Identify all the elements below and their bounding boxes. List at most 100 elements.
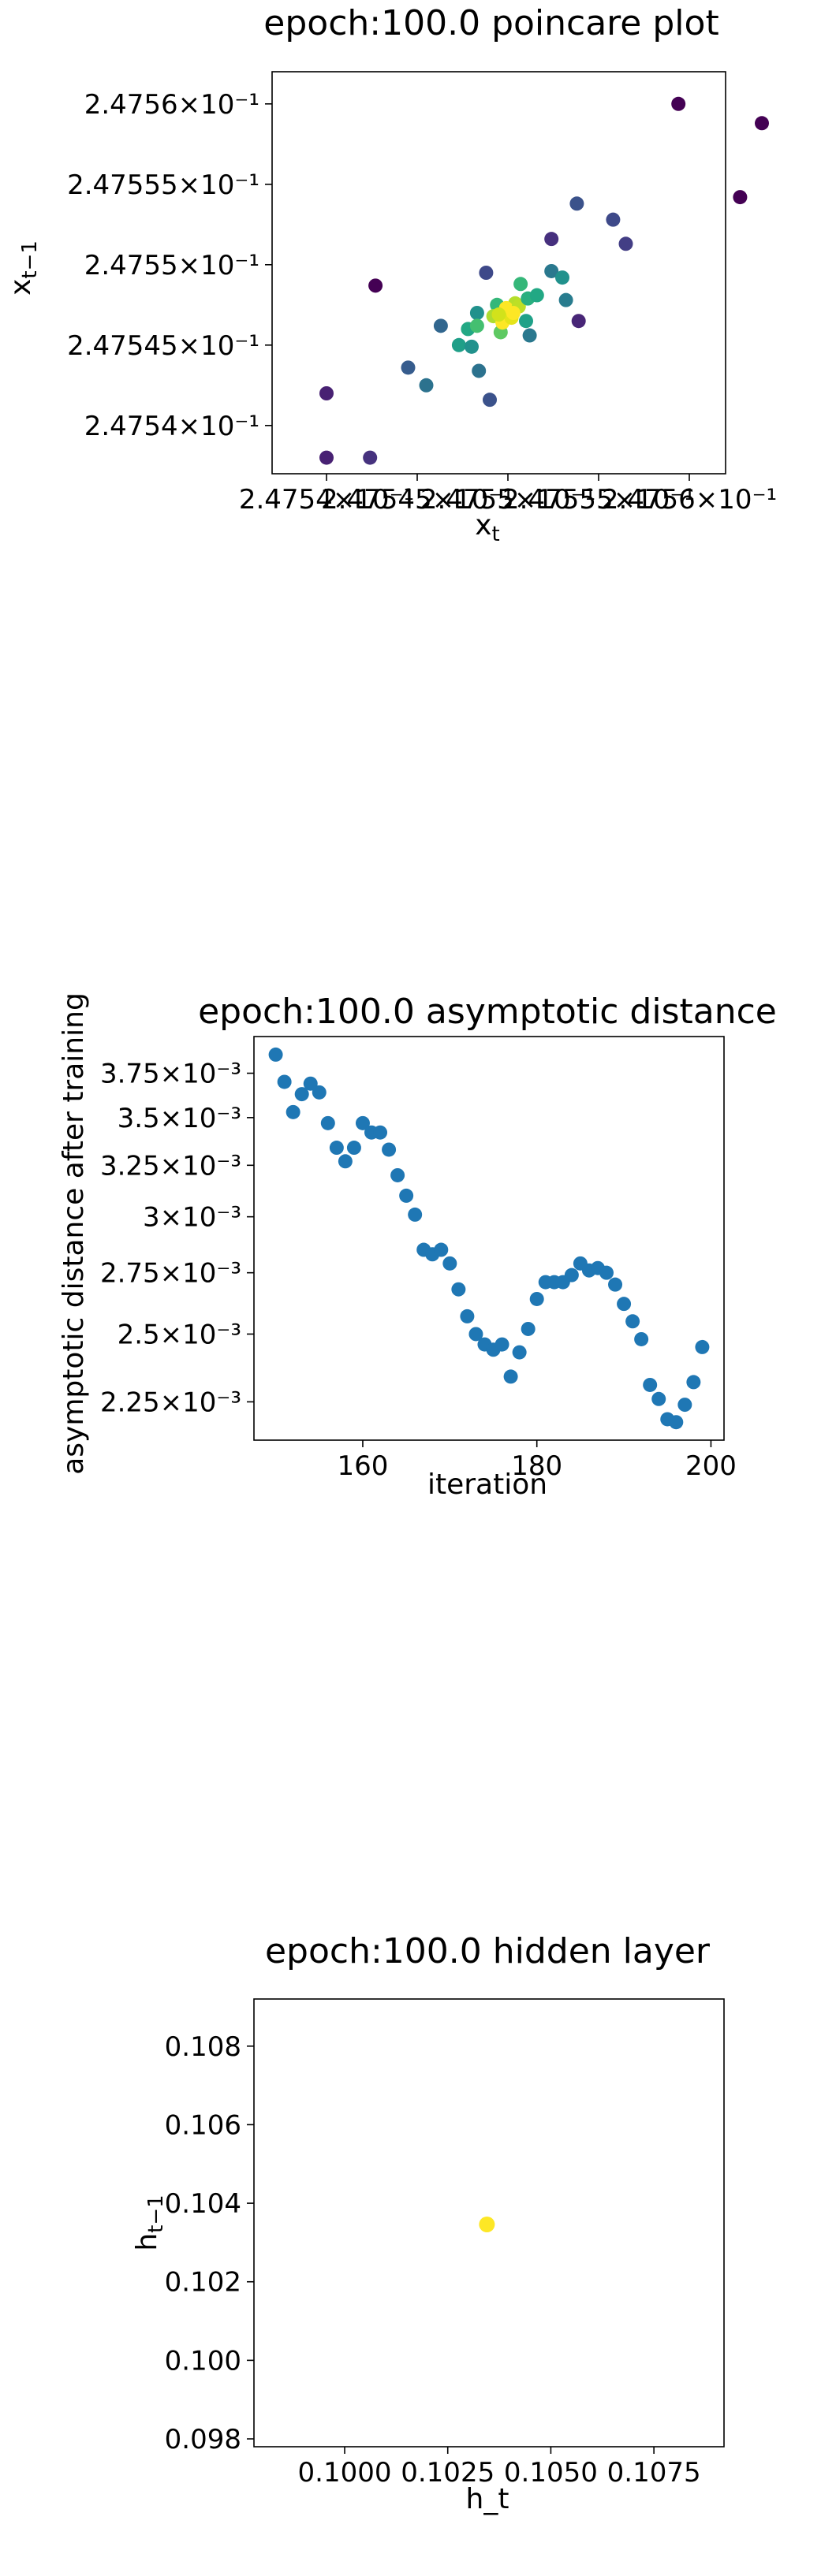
hidden-layer-y-tick-label-0: 0.098	[165, 2424, 241, 2455]
hidden-layer-x-ticks: 0.1000 0.1025 0.1050 0.1075	[298, 2447, 701, 2489]
poincare-plot-x-tick-label-2: 2.4755×10⁻¹	[420, 484, 595, 516]
hidden-layer-points	[479, 2216, 495, 2232]
asymptotic-distance-point-10	[355, 1115, 370, 1130]
poincare-plot-title: epoch:100.0 poincare plot	[263, 3, 718, 43]
poincare-plot-x-ticks: 2.4754×10⁻¹2.47545×10⁻¹2.4755×10⁻¹2.4755…	[239, 474, 777, 516]
poincare-plot-point-13	[479, 266, 494, 280]
poincare-plot-point-1	[319, 386, 334, 400]
asymptotic-distance-title: epoch:100.0 asymptotic distance	[198, 992, 777, 1032]
asymptotic-distance-point-5	[312, 1085, 327, 1100]
poincare-plot-point-40	[733, 190, 748, 205]
asymptotic-distance-points	[268, 1047, 710, 1430]
poincare-plot-point-8	[465, 339, 479, 354]
poincare-plot-y-tick-label-4: 2.4756×10⁻¹	[84, 89, 259, 121]
asymptotic-distance-point-27	[503, 1369, 518, 1384]
asymptotic-distance-frame	[253, 1036, 725, 1441]
poincare-plot-point-10	[483, 393, 497, 408]
asymptotic-distance-y-tick-label-2: 2.75×10⁻³	[100, 1258, 241, 1290]
poincare-plot-point-32	[555, 270, 569, 285]
asymptotic-distance-point-29	[521, 1321, 536, 1336]
asymptotic-distance-x-tick-label-1: 180	[511, 1450, 562, 1482]
asymptotic-distance-point-16	[408, 1207, 423, 1222]
hidden-layer-y-label-sub: t−1	[144, 2194, 168, 2233]
hidden-layer-x-tick-label-2: 0.1050	[504, 2457, 598, 2489]
poincare-plot-point-5	[368, 278, 383, 293]
poincare-plot-point-41	[755, 116, 769, 131]
asymptotic-distance-y-ticks: 2.25×10⁻³ 2.5×10⁻³ 2.75×10⁻³ 3×10⁻³ 3.25×10⁻…	[100, 1059, 254, 1418]
asymptotic-distance-point-39	[608, 1277, 623, 1292]
asymptotic-distance-point-41	[625, 1314, 640, 1329]
hidden-layer-y-tick-label-3: 0.104	[165, 2188, 241, 2220]
hidden-layer-y-tick-label-2: 0.102	[165, 2267, 241, 2299]
poincare-plot-point-38	[618, 236, 633, 251]
poincare-plot-x-label-sub: t	[492, 523, 500, 546]
asymptotic-distance-point-12	[373, 1125, 388, 1140]
poincare-plot-y-tick-label-3: 2.47555×10⁻¹	[67, 169, 259, 201]
poincare-plot-point-36	[571, 314, 586, 329]
asymptotic-distance-point-7	[329, 1141, 344, 1156]
poincare-plot-y-tick-label-2: 2.4755×10⁻¹	[84, 250, 259, 281]
poincare-plot-point-6	[433, 318, 448, 333]
poincare-plot-point-0	[319, 450, 334, 465]
hidden-layer-x-tick-label-0: 0.1000	[298, 2457, 392, 2489]
asymptotic-distance-point-38	[599, 1265, 614, 1280]
asymptotic-distance-point-0	[268, 1047, 283, 1062]
asymptotic-distance-point-26	[495, 1337, 509, 1352]
hidden-layer-x-tick-label-1: 0.1025	[401, 2457, 495, 2489]
poincare-plot-point-9	[472, 363, 487, 378]
asymptotic-distance-point-22	[460, 1308, 475, 1323]
asymptotic-distance-point-20	[442, 1256, 457, 1271]
asymptotic-distance-point-49	[695, 1339, 710, 1354]
poincare-plot-point-37	[606, 212, 621, 227]
poincare-plot-chart: epoch:100.0 poincare plot 2.4754×10⁻¹2.4…	[5, 3, 777, 546]
poincare-plot-point-25	[506, 306, 521, 320]
poincare-plot-point-7	[451, 337, 466, 352]
hidden-layer-y-label: ht−1	[131, 2194, 168, 2250]
asymptotic-distance-point-8	[338, 1154, 353, 1169]
asymptotic-distance-point-34	[564, 1268, 579, 1282]
asymptotic-distance-point-1	[277, 1074, 292, 1089]
poincare-plot-y-label: xt−1	[5, 240, 42, 296]
hidden-layer-x-tick-label-3: 0.1075	[607, 2457, 701, 2489]
asymptotic-distance-point-40	[617, 1297, 632, 1312]
poincare-plot-y-label-sub: t−1	[18, 240, 42, 279]
poincare-plot-x-tick-label-0: 2.4754×10⁻¹	[239, 484, 414, 516]
hidden-layer-y-ticks: 0.098 0.100 0.102 0.104 0.106 0.108	[165, 2031, 254, 2455]
asymptotic-distance-point-47	[677, 1398, 692, 1413]
asymptotic-distance-chart: epoch:100.0 asymptotic distance 160 180 20…	[58, 992, 777, 1501]
asymptotic-distance-point-30	[529, 1291, 544, 1306]
asymptotic-distance-point-4	[303, 1076, 318, 1091]
poincare-plot-point-2	[363, 450, 378, 465]
poincare-plot-x-tick-label-4: 2.4756×10⁻¹	[602, 484, 777, 516]
asymptotic-distance-y-tick-label-5: 3.5×10⁻³	[118, 1103, 241, 1134]
poincare-plot-x-tick-label-3: 2.47555×10⁻¹	[502, 484, 695, 516]
poincare-plot-point-15	[469, 318, 484, 333]
poincare-plot-y-ticks: 2.4754×10⁻¹ 2.47545×10⁻¹ 2.4755×10⁻¹ 2.4755…	[67, 89, 272, 442]
asymptotic-distance-point-48	[686, 1375, 701, 1390]
poincare-plot-point-34	[544, 232, 559, 247]
hidden-layer-frame	[253, 1998, 725, 2448]
hidden-layer-y-tick-label-1: 0.100	[165, 2345, 241, 2377]
hidden-layer-y-tick-label-5: 0.108	[165, 2031, 241, 2063]
poincare-plot-frame	[271, 71, 726, 475]
asymptotic-distance-y-label: asymptotic distance after training	[58, 992, 90, 1475]
asymptotic-distance-point-42	[634, 1331, 649, 1346]
asymptotic-distance-y-tick-label-3: 3×10⁻³	[143, 1202, 241, 1234]
asymptotic-distance-point-44	[651, 1391, 666, 1406]
hidden-layer-y-tick-label-4: 0.106	[165, 2109, 241, 2141]
asymptotic-distance-y-tick-label-0: 2.25×10⁻³	[100, 1387, 241, 1418]
hidden-layer-chart: epoch:100.0 hidden layer 0.1000 0.1025 0.1…	[131, 1931, 725, 2515]
poincare-plot-point-30	[522, 328, 537, 343]
poincare-plot-point-29	[519, 314, 533, 329]
asymptotic-distance-point-2	[286, 1104, 300, 1119]
poincare-plot-y-tick-label-0: 2.4754×10⁻¹	[84, 411, 259, 442]
poincare-plot-y-tick-label-1: 2.47545×10⁻¹	[67, 330, 259, 362]
hidden-layer-point-0	[479, 2216, 495, 2232]
poincare-plot-x-tick-label-1: 2.47545×10⁻¹	[321, 484, 513, 516]
poincare-plot-point-35	[569, 196, 584, 211]
asymptotic-distance-y-tick-label-6: 3.75×10⁻³	[100, 1059, 241, 1090]
poincare-plot-point-12	[469, 306, 484, 320]
poincare-plot-point-28	[529, 288, 544, 303]
hidden-layer-x-label: h_t	[466, 2483, 509, 2515]
asymptotic-distance-x-ticks: 160 180 200	[338, 1440, 737, 1482]
